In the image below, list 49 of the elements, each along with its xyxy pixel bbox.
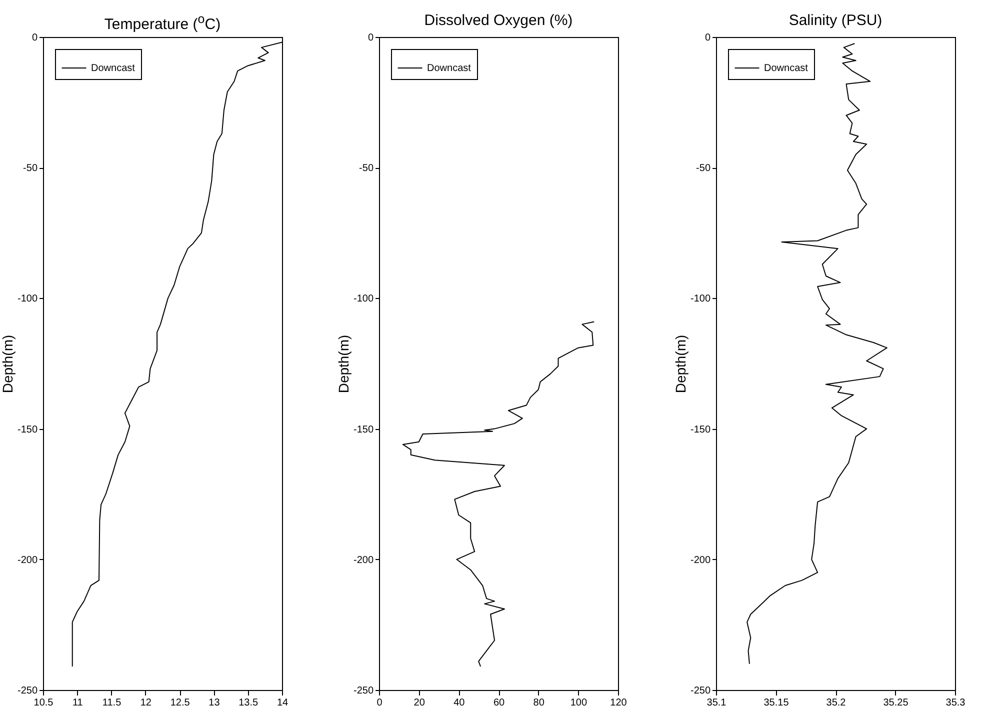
x-tick-label: 20: [414, 698, 426, 707]
y-tick-label: 0: [704, 32, 711, 44]
y-axis-title: Depth(m): [672, 334, 688, 394]
y-axis-title: Depth(m): [335, 334, 352, 394]
y-tick-label: -250: [690, 686, 711, 696]
legend-label: Downcast: [427, 63, 472, 74]
x-tick-label: 13.5: [238, 698, 259, 707]
y-tick-label: -50: [696, 163, 711, 174]
chart-title: Salinity (PSU): [788, 12, 884, 29]
x-tick-label: 35.3: [946, 698, 966, 707]
x-tick-label: 80: [533, 698, 545, 707]
x-tick-label: 40: [454, 698, 466, 707]
x-tick-label: 35.25: [883, 698, 909, 707]
y-tick-label: -50: [23, 163, 38, 174]
y-axis-title: Depth(m): [0, 334, 16, 394]
y-tick-label: 0: [368, 32, 374, 44]
y-tick-label: -200: [690, 554, 711, 566]
y-tick-label: 0: [32, 32, 38, 44]
x-tick-label: 35.2: [826, 698, 846, 707]
x-tick-label: 10.5: [34, 698, 54, 707]
x-tick-label: 14: [276, 698, 288, 707]
chart-title: Dissolved Oxygen (%): [423, 12, 574, 29]
legend-label: Downcast: [91, 63, 136, 74]
y-tick-label: -150: [690, 424, 711, 436]
chart-title: Temperature ($^{o}$C): [103, 12, 222, 33]
x-tick-label: 35.15: [764, 698, 790, 707]
legend-label: Downcast: [764, 63, 808, 74]
x-tick-label: 60: [493, 698, 505, 707]
y-tick-label: -150: [353, 424, 374, 436]
y-tick-label: -100: [17, 294, 38, 305]
y-tick-label: -250: [353, 686, 374, 696]
x-tick-label: 100: [570, 698, 588, 707]
x-tick-label: 0: [376, 698, 383, 707]
y-tick-label: -150: [17, 424, 38, 436]
y-tick-label: -250: [17, 686, 38, 696]
y-tick-label: -200: [353, 554, 374, 566]
x-tick-label: 12.5: [170, 698, 190, 707]
y-tick-label: -50: [359, 163, 374, 174]
x-tick-label: 35.1: [706, 698, 727, 707]
y-tick-label: -200: [17, 554, 38, 566]
x-tick-label: 120: [610, 698, 628, 707]
line-series: [402, 321, 595, 667]
y-tick-label: -100: [690, 294, 711, 305]
x-tick-label: 11.5: [102, 698, 122, 707]
y-tick-label: -100: [353, 294, 374, 305]
x-tick-label: 11: [72, 698, 84, 707]
x-tick-label: 12: [140, 698, 152, 707]
x-tick-label: 13: [208, 698, 220, 707]
line-series: [746, 43, 888, 664]
